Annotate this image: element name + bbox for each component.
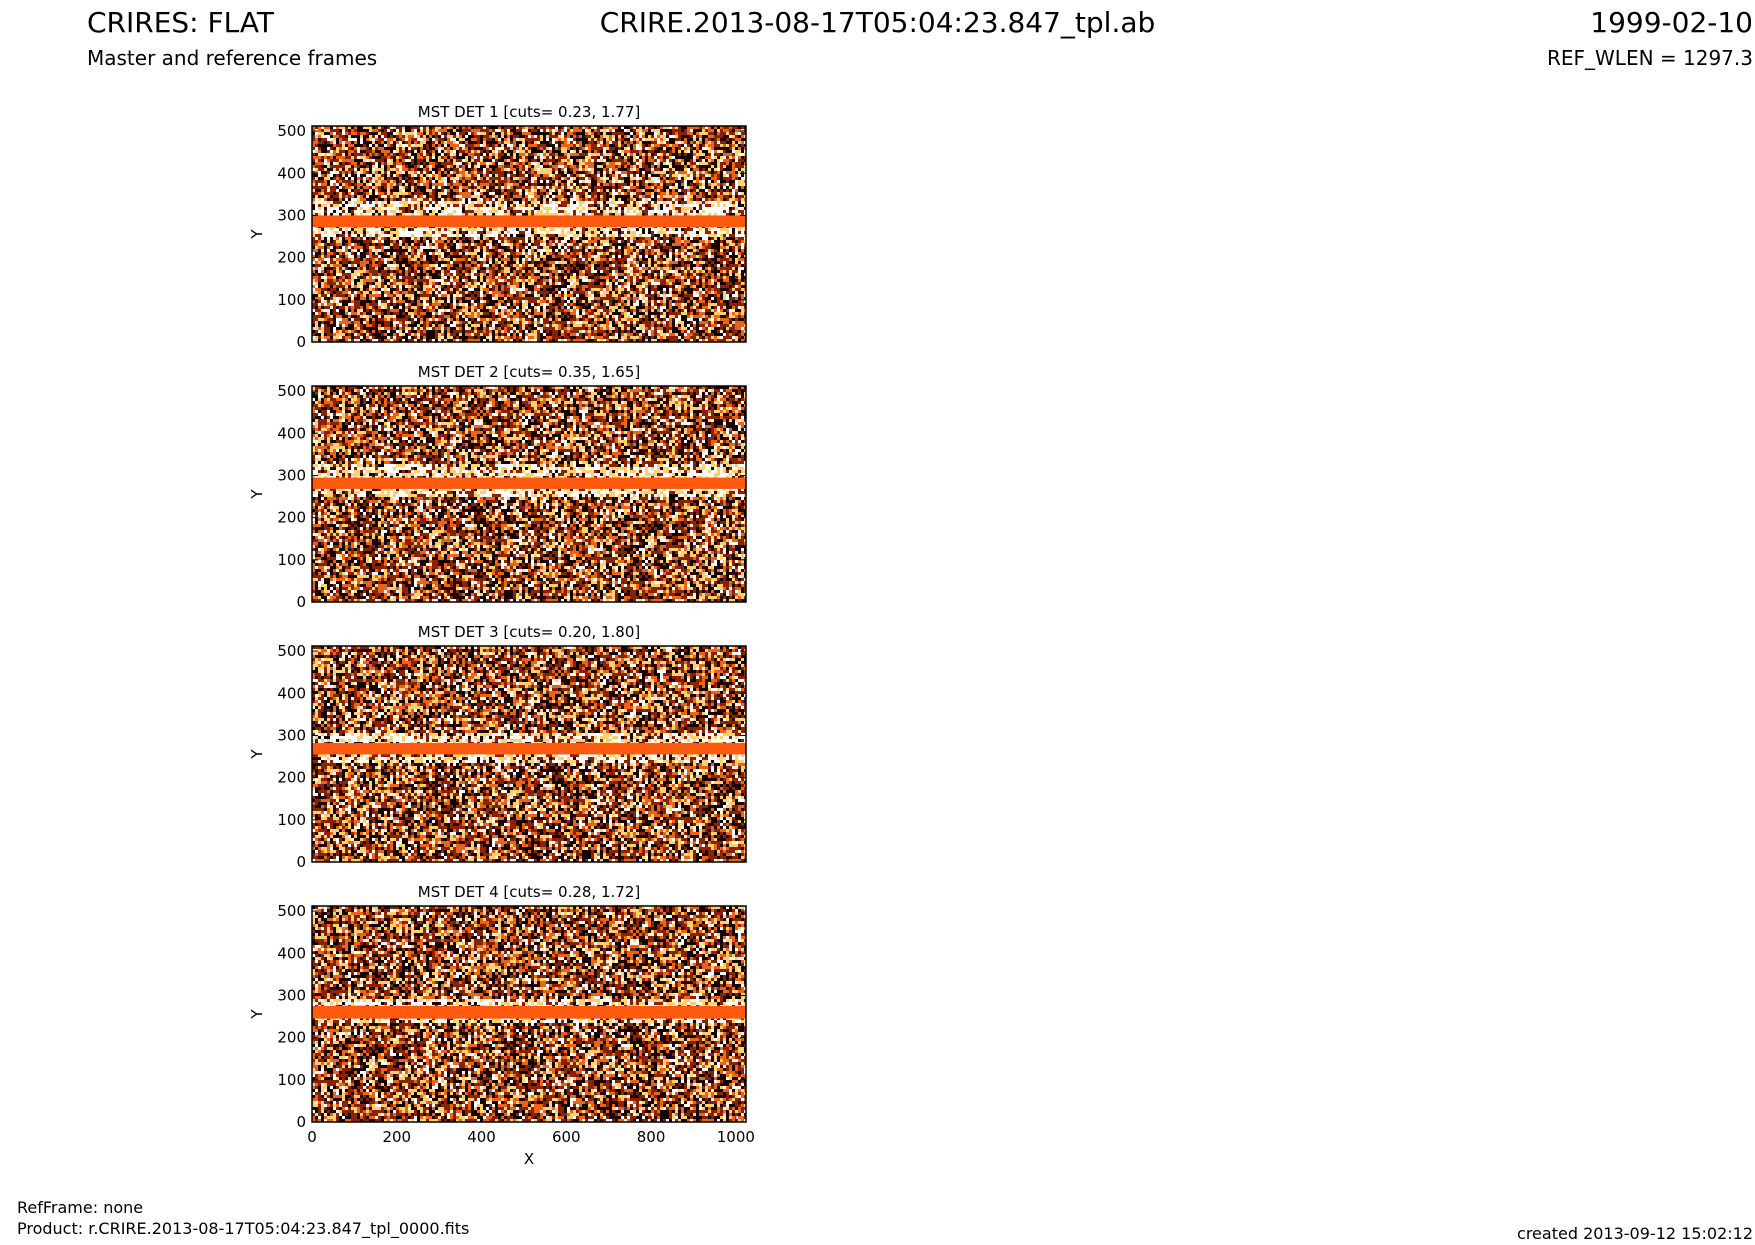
heatmap-noise-light xyxy=(312,906,746,1122)
y-tick-label: 0 xyxy=(296,333,306,351)
page-title-date: 1999-02-10 xyxy=(1590,6,1753,39)
heatmap-image xyxy=(312,386,746,602)
page-title-file: CRIRE.2013-08-17T05:04:23.847_tpl.ab xyxy=(599,6,1156,39)
y-tick-label: 300 xyxy=(277,466,306,484)
y-axis-label: Y xyxy=(248,1009,266,1020)
panel-title: MST DET 2 [cuts= 0.35, 1.65] xyxy=(418,363,641,381)
heatmap-noise-light xyxy=(312,386,746,602)
footer-refframe: RefFrame: none xyxy=(17,1198,144,1217)
spectral-stripe xyxy=(312,1005,746,1019)
heatmap-noise-white xyxy=(312,646,746,862)
panel-title: MST DET 3 [cuts= 0.20, 1.80] xyxy=(418,623,641,641)
x-axis-label: X xyxy=(524,1150,534,1168)
plot-frame xyxy=(311,645,747,863)
footer-product: Product: r.CRIRE.2013-08-17T05:04:23.847… xyxy=(17,1219,470,1238)
y-tick-label: 0 xyxy=(296,593,306,611)
plot-frame xyxy=(311,385,747,603)
plot-frame xyxy=(311,905,747,1123)
y-tick-label: 500 xyxy=(277,642,306,660)
heatmap-image xyxy=(312,126,746,342)
panel-title: MST DET 1 [cuts= 0.23, 1.77] xyxy=(418,103,641,121)
y-axis-label: Y xyxy=(248,749,266,760)
heatmap-noise-dark xyxy=(312,126,746,342)
y-tick-label: 100 xyxy=(277,1071,306,1089)
y-tick-label: 200 xyxy=(277,769,306,787)
heatmap-noise-white xyxy=(312,126,746,342)
y-tick-label: 0 xyxy=(296,853,306,871)
y-tick-label: 500 xyxy=(277,902,306,920)
spectral-stripe xyxy=(312,215,746,228)
y-tick-label: 100 xyxy=(277,811,306,829)
y-axis-label: Y xyxy=(248,489,266,500)
y-tick-label: 200 xyxy=(277,1029,306,1047)
page-subtitle: Master and reference frames xyxy=(87,46,378,70)
heatmap-image xyxy=(312,906,746,1122)
spectral-stripe xyxy=(312,477,746,489)
x-tick-label: 1000 xyxy=(717,1128,755,1146)
panel-4: MST DET 4 [cuts= 0.28, 1.72] 0 100 200 300 40… xyxy=(248,883,755,1168)
heatmap-noise-light xyxy=(312,126,746,342)
y-tick-label: 400 xyxy=(277,424,306,442)
heatmap-image xyxy=(312,646,746,862)
x-tick-label: 800 xyxy=(637,1128,666,1146)
ref-wavelength-label: REF_WLEN = 1297.3 xyxy=(1546,46,1753,70)
y-tick-label: 500 xyxy=(277,382,306,400)
x-tick-label: 400 xyxy=(467,1128,496,1146)
footer-created: created 2013-09-12 15:02:12 xyxy=(1517,1224,1753,1243)
y-tick-label: 200 xyxy=(277,509,306,527)
y-tick-label: 200 xyxy=(277,249,306,267)
heatmap-noise-white xyxy=(312,386,746,602)
y-tick-label: 100 xyxy=(277,551,306,569)
panel-2: MST DET 2 [cuts= 0.35, 1.65] 0 100 200 300 40… xyxy=(248,363,747,611)
plot-frame xyxy=(311,125,747,343)
spectral-stripe xyxy=(312,743,746,755)
y-tick-label: 400 xyxy=(277,164,306,182)
y-tick-label: 300 xyxy=(277,986,306,1004)
x-tick-label: 200 xyxy=(382,1128,411,1146)
y-tick-label: 400 xyxy=(277,944,306,962)
y-axis-label: Y xyxy=(248,229,266,240)
x-tick-label: 600 xyxy=(552,1128,581,1146)
panel-1: MST DET 1 [cuts= 0.23, 1.77] 0 100 200 300 40… xyxy=(248,103,747,351)
page-title-instrument: CRIRES: FLAT xyxy=(87,6,274,39)
y-tick-label: 100 xyxy=(277,291,306,309)
panel-3: MST DET 3 [cuts= 0.20, 1.80] 0 100 200 300 40… xyxy=(248,623,747,871)
y-tick-label: 0 xyxy=(296,1113,306,1131)
y-tick-label: 300 xyxy=(277,726,306,744)
y-tick-label: 300 xyxy=(277,206,306,224)
heatmap-noise-mid xyxy=(312,386,746,602)
x-tick-label: 0 xyxy=(307,1128,317,1146)
y-tick-label: 400 xyxy=(277,684,306,702)
panel-title: MST DET 4 [cuts= 0.28, 1.72] xyxy=(418,883,641,901)
y-tick-label: 500 xyxy=(277,122,306,140)
